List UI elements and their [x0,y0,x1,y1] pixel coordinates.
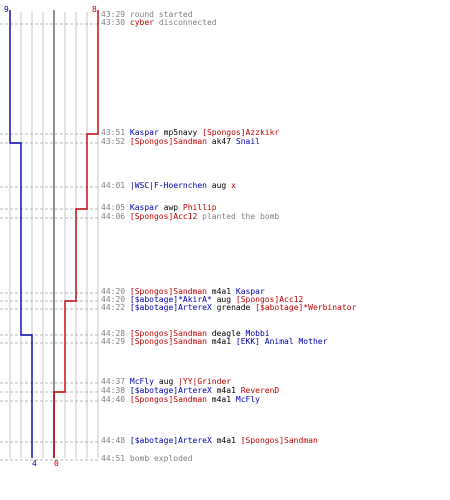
event-row: 43:30 cyber disconnected [101,18,217,27]
event-row: 44:05 Kaspar awp Phillip [101,203,217,212]
event-text: McFly [235,395,260,404]
event-row: 44:20 [$abotage]*AkirA* aug [Spongos]Acc… [101,295,303,304]
event-time: 44:29 [101,337,130,346]
event-text: [Spongos]Sandman [129,337,207,346]
event-row: 43:51 Kaspar mp5navy [Spongos]Azzkikr [101,128,279,137]
event-text: Kaspar [235,287,265,296]
event-text: |WSC|F-Hoernchen [129,181,207,190]
event-text: McFly [129,377,154,386]
red-end-count: 0 [54,459,59,468]
event-text: [$abotage]*AkirA* [129,295,212,304]
event-time: 43:52 [101,137,130,146]
event-text: aug [154,377,179,386]
event-text: [Spongos]Sandman [129,329,207,338]
event-time: 44:40 [101,395,130,404]
event-text: ak47 [206,137,236,146]
event-text: Mobbi [245,329,270,338]
event-text: m4a1 [211,436,241,445]
event-text: [$abotage]*Werbinator [255,303,357,312]
event-row: 44:38 [$abotage]ArtereX m4a1 ReverenD [101,386,279,395]
event-text: |YY|Grinder [178,377,232,386]
event-text: bomb exploded [129,454,193,463]
event-time: 44:22 [101,303,130,312]
event-time: 44:28 [101,329,130,338]
event-row: 44:28 [Spongos]Sandman deagle Mobbi [101,329,270,338]
event-text: [$abotage]ArtereX [129,436,212,445]
event-text: awp [158,203,183,212]
event-text: Kaspar [129,203,159,212]
event-text: [$abotage]ArtereX [129,386,212,395]
event-time: 44:20 [101,287,130,296]
event-text: [Spongos]Sandman [129,137,207,146]
event-row: 44:22 [$abotage]ArtereX grenade [$abotag… [101,303,356,312]
event-time: 44:06 [101,212,130,221]
event-text: cyber [129,18,154,27]
event-text: x [231,181,236,190]
red-start-count: 8 [92,5,97,14]
event-text: Kaspar [129,128,159,137]
event-text: Phillip [182,203,217,212]
event-time: 44:51 [101,454,130,463]
event-text: m4a1 [206,287,236,296]
event-text: [Spongos]Sandman [240,436,318,445]
event-time: 44:20 [101,295,130,304]
event-text: mp5navy [158,128,203,137]
event-text: m4a1 [211,386,241,395]
event-row: 44:40 [Spongos]Sandman m4a1 McFly [101,395,260,404]
event-text: [Spongos]Sandman [129,395,207,404]
event-row: 43:29 round started [101,10,193,19]
blue-end-count: 4 [32,459,37,468]
event-text: [Spongos]Azzkikr [202,128,280,137]
event-text: [EKK] Animal Mother [235,337,328,346]
event-time: 43:29 [101,10,130,19]
event-time: 44:48 [101,436,130,445]
blue-start-count: 9 [4,5,9,14]
event-time: 43:51 [101,128,130,137]
event-row: 44:51 bomb exploded [101,454,193,463]
event-row: 43:52 [Spongos]Sandman ak47 Snail [101,137,260,146]
event-text: [Spongos]Acc12 [235,295,304,304]
event-text: Snail [235,137,260,146]
event-text: ReverenD [240,386,280,395]
event-text: aug [211,295,236,304]
blue-team-alive-line [9,10,33,458]
event-row: 44:01 |WSC|F-Hoernchen aug x [101,181,236,190]
players-alive-chart [0,10,100,461]
event-row: 44:06 [Spongos]Acc12 planted the bomb [101,212,279,221]
event-row: 44:48 [$abotage]ArtereX m4a1 [Spongos]Sa… [101,436,318,445]
event-text: m4a1 [206,395,236,404]
event-text: deagle [206,329,246,338]
event-text: round started [129,10,193,19]
event-text: [Spongos]Sandman [129,287,207,296]
event-row: 44:29 [Spongos]Sandman m4a1 [EKK] Animal… [101,337,327,346]
event-text: m4a1 [206,337,236,346]
event-log: 43:29 round started 43:30 cyber disconnec… [101,0,450,470]
event-text: planted the bomb [197,212,280,221]
event-text: [$abotage]ArtereX [129,303,212,312]
event-time: 44:05 [101,203,130,212]
event-row: 44:20 [Spongos]Sandman m4a1 Kaspar [101,287,265,296]
event-time: 43:30 [101,18,130,27]
event-time: 44:37 [101,377,130,386]
event-time: 44:38 [101,386,130,395]
event-time: 44:01 [101,181,130,190]
red-team-alive-line [53,10,99,458]
event-row: 44:37 McFly aug |YY|Grinder [101,377,231,386]
event-text: aug [206,181,232,190]
event-text: [Spongos]Acc12 [129,212,198,221]
event-text: disconnected [154,18,217,27]
event-text: grenade [211,303,256,312]
